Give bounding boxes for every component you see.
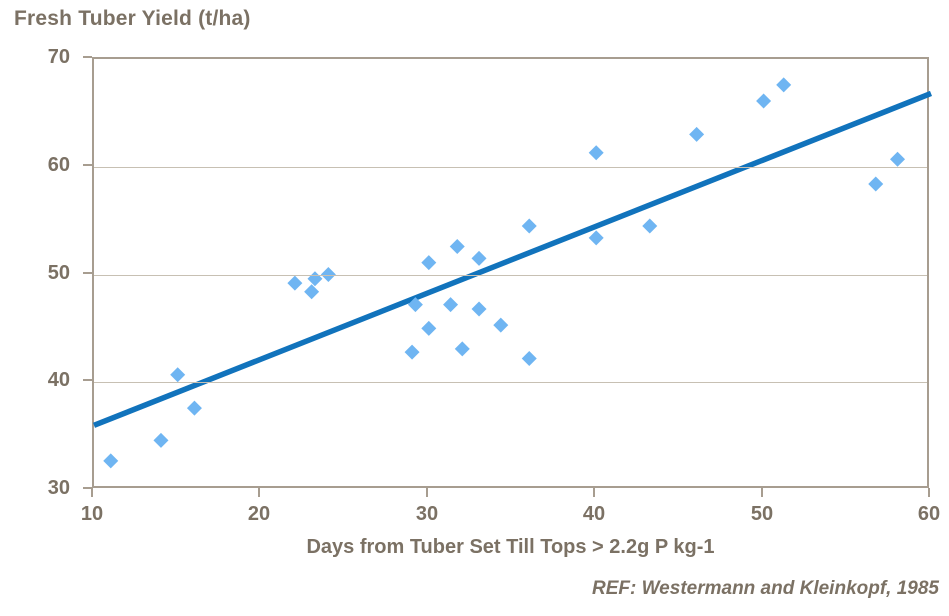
data-point xyxy=(471,250,487,266)
x-axis-tick xyxy=(91,488,93,497)
data-point xyxy=(421,320,437,336)
data-point xyxy=(521,351,537,367)
y-axis-tick xyxy=(83,164,92,166)
x-tick-label: 60 xyxy=(917,503,941,525)
data-point xyxy=(421,255,437,271)
data-point xyxy=(642,218,658,234)
data-point xyxy=(689,126,705,142)
y-tick-label: 30 xyxy=(47,477,70,499)
x-axis-tick xyxy=(258,488,260,497)
gridline-y-60 xyxy=(94,167,927,168)
x-tick-label: 20 xyxy=(247,503,271,525)
x-tick-label: 30 xyxy=(415,503,439,525)
y-tick-label: 50 xyxy=(47,262,70,284)
data-point xyxy=(170,367,186,383)
chart-title: Fresh Tuber Yield (t/ha) xyxy=(14,7,251,30)
x-axis-label: Days from Tuber Set Till Tops > 2.2g P k… xyxy=(306,536,715,558)
y-axis-tick xyxy=(83,487,92,489)
data-point xyxy=(443,297,459,313)
y-tick-label: 40 xyxy=(47,369,70,391)
x-tick-label: 10 xyxy=(80,503,104,525)
data-point xyxy=(890,151,906,167)
data-point xyxy=(493,317,509,333)
y-axis-tick xyxy=(83,379,92,381)
data-point xyxy=(153,432,169,448)
x-axis-tick xyxy=(761,488,763,497)
data-point xyxy=(304,284,320,300)
data-point xyxy=(186,400,202,416)
scatter-plot-svg xyxy=(92,77,933,469)
plot-area xyxy=(92,57,933,488)
reference-citation: REF: Westermann and Kleinkopf, 1985 xyxy=(591,578,939,599)
y-axis-tick xyxy=(83,272,92,274)
y-tick-label: 70 xyxy=(47,46,70,68)
data-point xyxy=(103,453,119,469)
data-point xyxy=(756,93,772,109)
data-point xyxy=(404,344,420,360)
y-tick-label: 60 xyxy=(47,154,70,176)
x-axis-tick xyxy=(426,488,428,497)
trend-line xyxy=(92,90,933,428)
data-point xyxy=(407,297,423,313)
data-point xyxy=(449,238,465,254)
data-point xyxy=(287,275,303,291)
data-point xyxy=(868,176,884,192)
data-point xyxy=(588,145,604,161)
x-tick-label: 40 xyxy=(582,503,606,525)
gridline-y-40 xyxy=(94,382,927,383)
x-axis-tick xyxy=(928,488,930,497)
data-point xyxy=(521,218,537,234)
data-point xyxy=(454,341,470,357)
data-point xyxy=(776,77,792,93)
data-point xyxy=(471,301,487,317)
gridline-y-50 xyxy=(94,275,927,276)
data-point xyxy=(588,230,604,246)
data-point xyxy=(307,271,323,287)
y-axis-tick xyxy=(83,56,92,58)
data-point xyxy=(320,267,336,282)
x-axis-tick xyxy=(593,488,595,497)
x-tick-label: 50 xyxy=(750,503,774,525)
